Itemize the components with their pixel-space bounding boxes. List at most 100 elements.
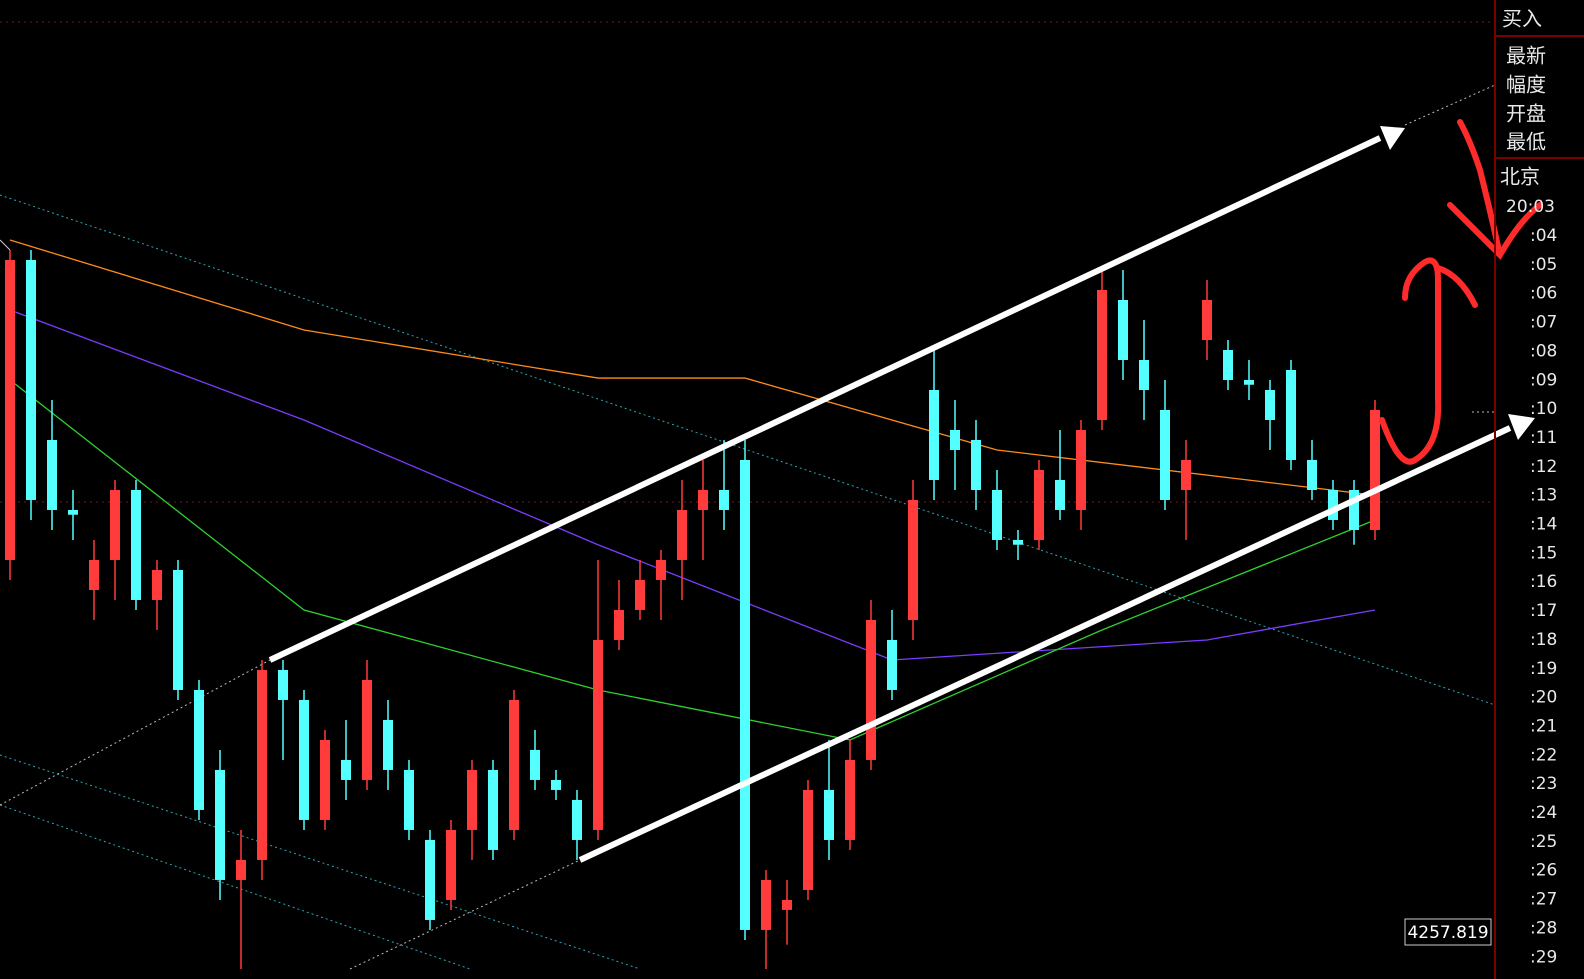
candle-body bbox=[761, 879, 771, 930]
minute-label: :24 bbox=[1530, 803, 1557, 823]
trend-dotted bbox=[0, 84, 1496, 970]
candle-body bbox=[173, 569, 183, 690]
candle-body bbox=[89, 559, 99, 590]
candle-body bbox=[278, 669, 288, 700]
candle-body bbox=[677, 509, 687, 560]
candle-body bbox=[740, 459, 750, 930]
candle-body bbox=[908, 499, 918, 620]
candle-body bbox=[236, 859, 246, 880]
minute-label: :08 bbox=[1530, 341, 1557, 361]
current-price: 4257.819 bbox=[1407, 923, 1488, 943]
candle-body bbox=[887, 639, 897, 690]
candle-body bbox=[824, 789, 834, 840]
candle-body bbox=[1013, 539, 1023, 545]
candle-body bbox=[1055, 479, 1065, 510]
candle-body bbox=[698, 489, 708, 510]
candle-body bbox=[1244, 379, 1254, 385]
candle-body bbox=[656, 559, 666, 580]
time: 20:03 bbox=[1506, 197, 1555, 217]
minute-label: :22 bbox=[1530, 745, 1557, 765]
candle-body bbox=[131, 489, 141, 600]
minute-label: :15 bbox=[1530, 543, 1557, 563]
candle-body bbox=[425, 839, 435, 920]
minute-label: :13 bbox=[1530, 486, 1557, 506]
candle-body bbox=[152, 569, 162, 600]
minute-label: :07 bbox=[1530, 313, 1557, 333]
candle-body bbox=[1286, 369, 1296, 460]
candle-body bbox=[5, 259, 15, 560]
minute-label: :28 bbox=[1530, 918, 1557, 938]
trend-arrows bbox=[268, 126, 1535, 863]
minute-label: :25 bbox=[1530, 832, 1557, 852]
candle-body bbox=[1328, 489, 1338, 520]
candle-body bbox=[110, 489, 120, 560]
candle-body bbox=[47, 439, 57, 510]
city: 北京 bbox=[1500, 165, 1540, 189]
candle-body bbox=[1181, 459, 1191, 490]
channel-lines bbox=[0, 194, 1496, 970]
field-label: 开盘 bbox=[1506, 102, 1546, 126]
minute-label: :20 bbox=[1530, 688, 1557, 708]
buy-label: 买入 bbox=[1502, 7, 1542, 31]
high-pointer bbox=[0, 239, 11, 251]
minute-label: :14 bbox=[1530, 515, 1557, 535]
minute-label: :23 bbox=[1530, 774, 1557, 794]
candle-body bbox=[68, 509, 78, 515]
candle-body bbox=[404, 769, 414, 830]
candle-body bbox=[572, 799, 582, 840]
minute-label: :10 bbox=[1530, 399, 1557, 419]
candle-body bbox=[362, 679, 372, 780]
candle-body bbox=[971, 439, 981, 490]
minute-label: :18 bbox=[1530, 630, 1557, 650]
candle-body bbox=[530, 749, 540, 780]
minute-label: :09 bbox=[1530, 370, 1557, 390]
candle-body bbox=[866, 619, 876, 760]
candle-body bbox=[299, 699, 309, 820]
candle-body bbox=[1223, 349, 1233, 380]
candle-body bbox=[1118, 299, 1128, 360]
candle-body bbox=[383, 719, 393, 770]
minute-label: :11 bbox=[1530, 428, 1557, 448]
minute-label: :17 bbox=[1530, 601, 1557, 621]
candle-body bbox=[488, 769, 498, 850]
candle-body bbox=[845, 759, 855, 840]
minute-label: :05 bbox=[1530, 255, 1557, 275]
plot: 4399.5504257.819 bbox=[0, 239, 1492, 969]
minute-label: :16 bbox=[1530, 572, 1557, 592]
candle-body bbox=[320, 739, 330, 820]
candle-body bbox=[1097, 289, 1107, 420]
candle-body bbox=[257, 669, 267, 860]
field-label: 最新 bbox=[1506, 44, 1546, 68]
candle-body bbox=[1160, 409, 1170, 500]
candle-body bbox=[194, 689, 204, 810]
candle-body bbox=[215, 769, 225, 880]
minute-label: :19 bbox=[1530, 659, 1557, 679]
minute-label: :21 bbox=[1530, 716, 1557, 736]
candle-body bbox=[782, 899, 792, 910]
price-box bbox=[1404, 918, 1492, 946]
candle-body bbox=[1265, 389, 1275, 420]
candle-body bbox=[593, 639, 603, 830]
candle-body bbox=[635, 579, 645, 610]
moving-average bbox=[9, 379, 1376, 741]
minute-label: :06 bbox=[1530, 284, 1557, 304]
candle-body bbox=[1202, 299, 1212, 340]
candle-body bbox=[551, 779, 561, 790]
candle-body bbox=[446, 829, 456, 900]
minute-label: :26 bbox=[1530, 861, 1557, 881]
candle-body bbox=[1349, 489, 1359, 530]
candle-body bbox=[1139, 359, 1149, 390]
candle-body bbox=[26, 259, 36, 500]
side-panel: 买入 最新 幅度 开盘 最低 北京 20:03 :04:05:06:07:08:… bbox=[1494, 0, 1584, 979]
candle-body bbox=[719, 489, 729, 510]
candle-body bbox=[803, 789, 813, 890]
field-label: 最低 bbox=[1506, 130, 1546, 154]
candle-body bbox=[341, 759, 351, 780]
candle-body bbox=[1076, 429, 1086, 510]
candle-body bbox=[992, 489, 1002, 540]
minute-label: :27 bbox=[1530, 890, 1557, 910]
candle-body bbox=[509, 699, 519, 830]
